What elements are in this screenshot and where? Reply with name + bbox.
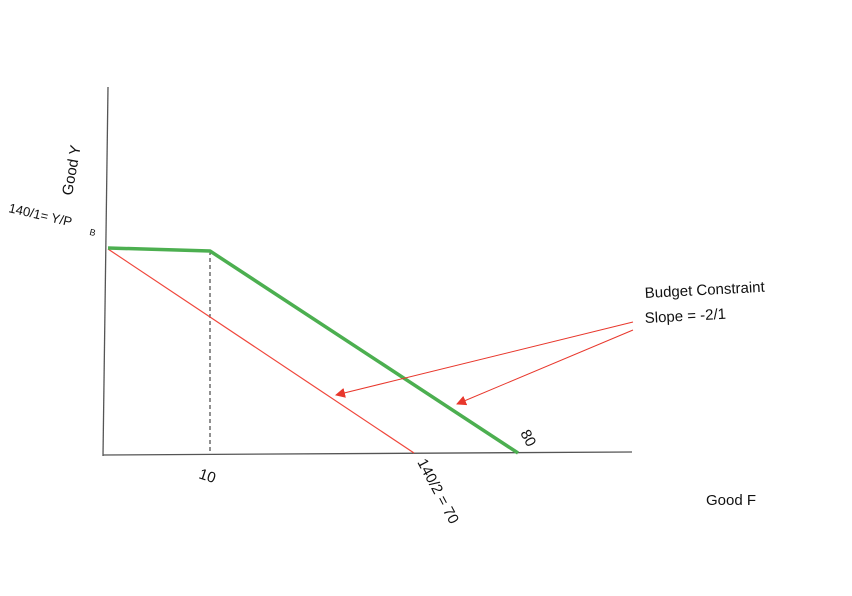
x-axis-label: Good F [706,492,756,509]
original-budget-line [107,248,415,454]
red-x-intercept-label: 140/2 = 70 [413,456,461,527]
kink-x-label: 10 [197,466,218,487]
new-budget-line [107,246,519,455]
x-axis [102,451,633,456]
annotation-title: Budget Constraint [644,279,766,302]
green-x-intercept-label: 80 [516,427,539,450]
arrow-to-original-line [335,321,634,398]
y-axis [102,86,109,457]
y-intercept-subscript: B [88,227,96,238]
arrow-to-new-line [456,329,634,406]
y-intercept-label: 140/1= Y/P B [7,200,96,238]
y-intercept-text: 140/1= Y/P [7,200,73,229]
annotation-slope: Slope = -2/1 [644,306,726,327]
y-axis-label: Good Y [59,144,85,197]
